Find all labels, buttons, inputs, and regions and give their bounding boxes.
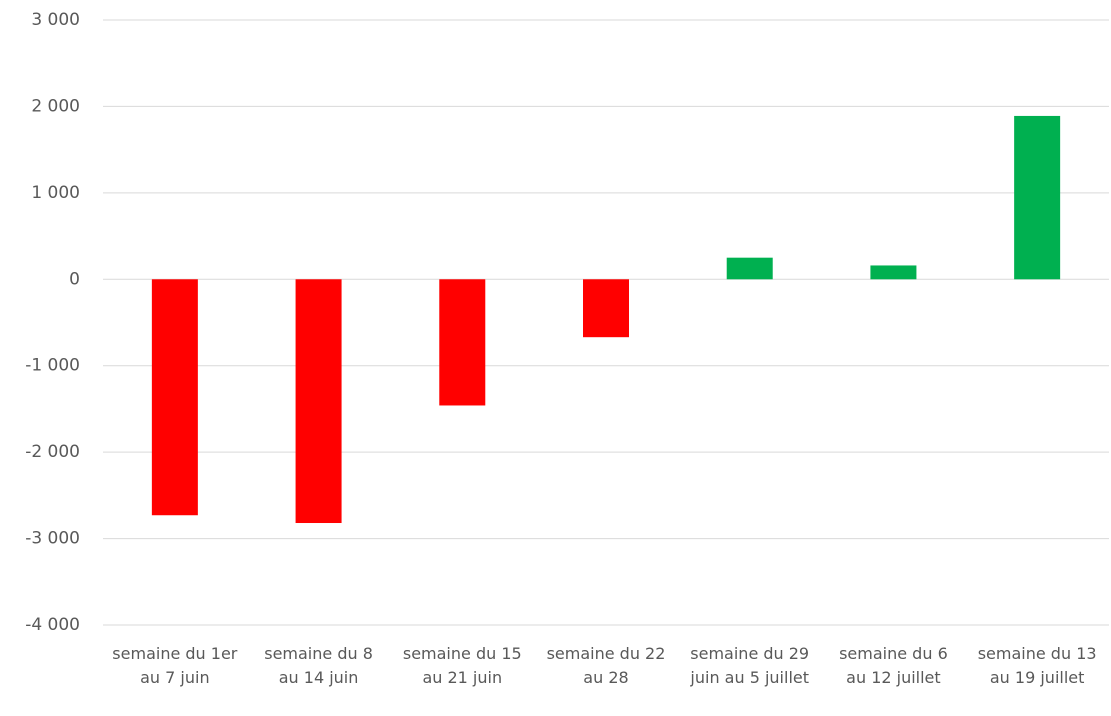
bar: [870, 265, 917, 280]
bar: [295, 279, 342, 524]
y-tick-label: 2 000: [31, 96, 80, 116]
x-tick-label: semaine du 6 au 12 juillet: [839, 644, 948, 687]
y-tick-label: -3 000: [25, 529, 80, 549]
bar: [439, 279, 486, 406]
y-tick-label: -1 000: [25, 356, 80, 376]
x-tick-label: semaine du 29 juin au 5 juillet: [690, 644, 810, 687]
x-tick-label: semaine du 1er au 7 juin: [112, 644, 238, 687]
y-tick-label: 3 000: [31, 10, 80, 30]
x-tick-label: semaine du 15 au 21 juin: [402, 644, 522, 687]
bar: [726, 257, 773, 280]
bar: [1014, 115, 1061, 280]
bar: [151, 279, 198, 516]
bar: [583, 279, 629, 338]
x-tick-label: semaine du 22 au 28: [546, 644, 666, 687]
y-tick-label: -2 000: [25, 442, 80, 462]
y-tick-label: 1 000: [31, 183, 80, 203]
y-tick-label: 0: [69, 269, 80, 289]
y-tick-label: -4 000: [25, 615, 80, 635]
x-tick-label: semaine du 8 au 14 juin: [264, 644, 373, 687]
x-tick-label: semaine du 13 au 19 juillet: [977, 644, 1097, 687]
